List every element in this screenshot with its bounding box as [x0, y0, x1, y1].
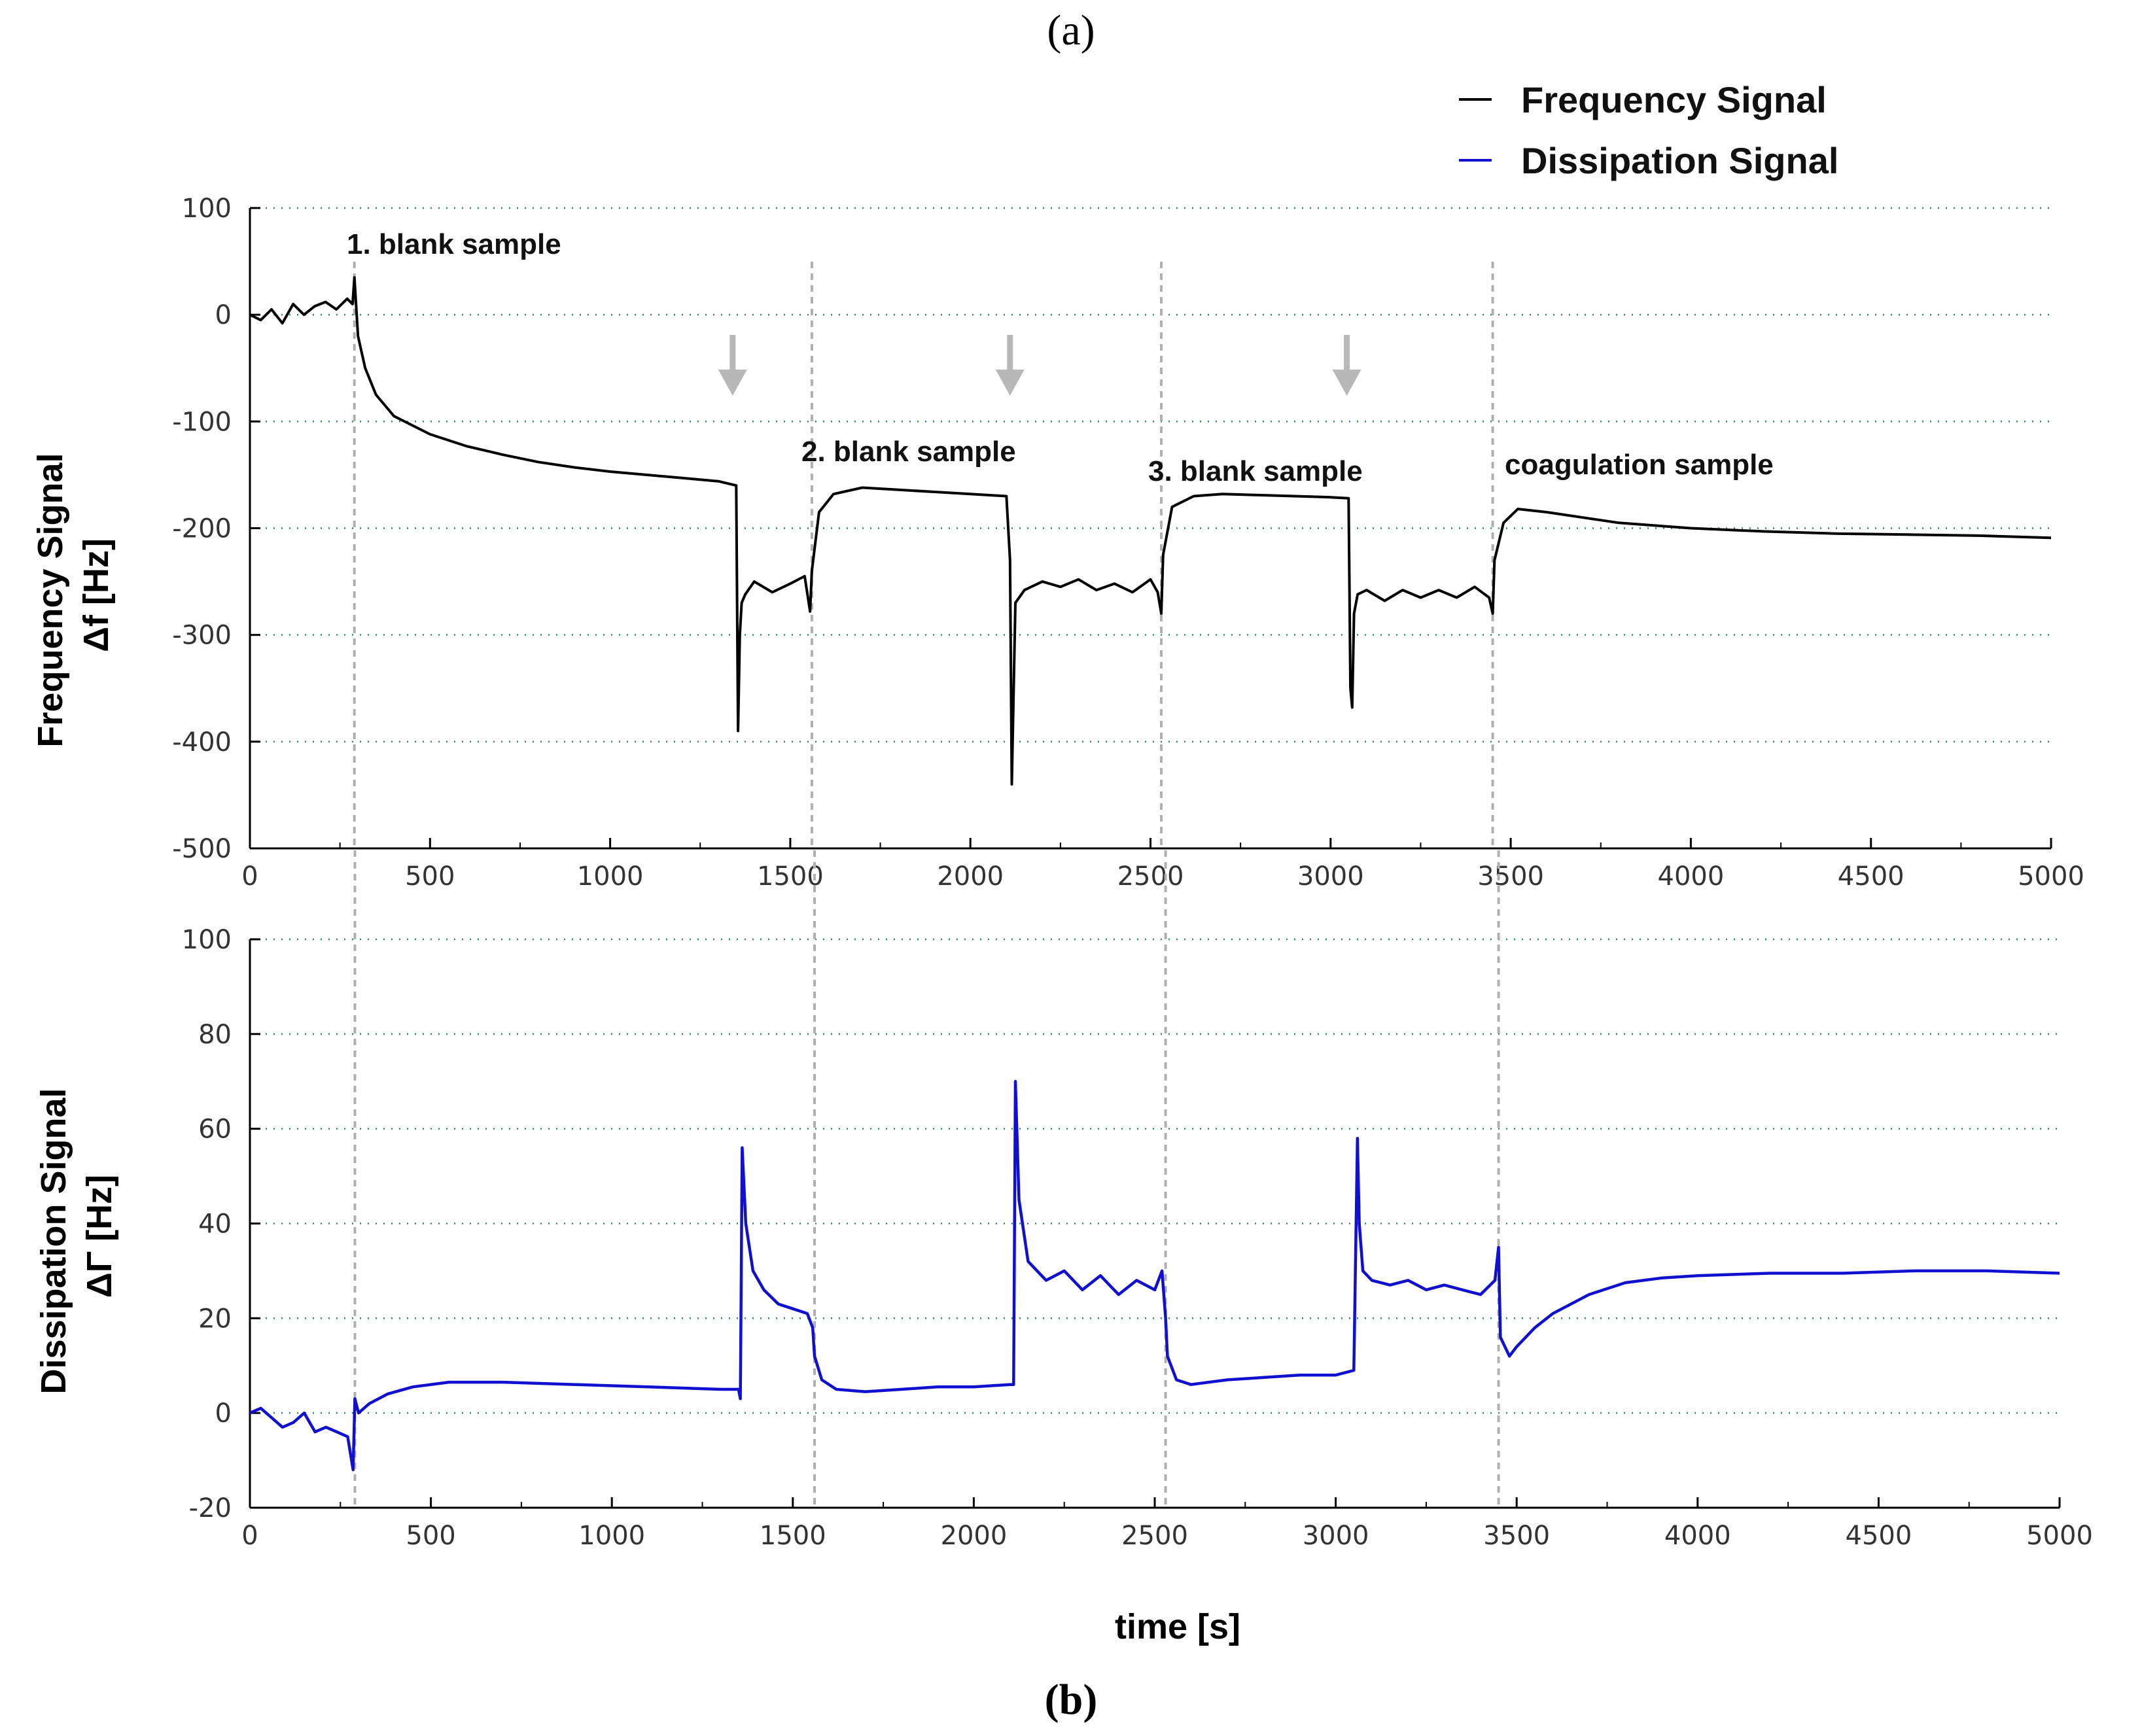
dissipation-x-ticks: 0 500 1000 1500 2000 2500 3000 3500 4000 4500 5000 — [241, 1497, 2093, 1551]
dissipation-y-axis-title-line1: Dissipation Signal — [34, 1088, 73, 1394]
sample-arrows — [718, 335, 1361, 396]
y-tick-label: -20 — [189, 1493, 232, 1523]
x-tick-label: 500 — [405, 861, 455, 892]
y-tick-label: 60 — [198, 1115, 232, 1145]
x-tick-label: 1500 — [760, 1521, 826, 1551]
down-arrow-icon — [718, 335, 747, 396]
x-tick-label: 500 — [406, 1521, 455, 1551]
dissipation-grid — [250, 938, 2060, 1414]
x-tick-label: 4500 — [1838, 861, 1905, 892]
x-tick-label: 5000 — [2026, 1521, 2093, 1551]
x-tick-label: 1500 — [757, 861, 824, 892]
annotation-coagulation-sample: coagulation sample — [1505, 449, 1774, 481]
annotation-blank-sample-1: 1. blank sample — [347, 228, 561, 260]
y-tick-label: 80 — [198, 1020, 232, 1050]
frequency-chart: 0 500 1000 1500 2000 2500 3000 3500 4000 4500 5000… — [31, 194, 2084, 892]
y-tick-label: -500 — [172, 834, 232, 864]
y-tick-label: 20 — [198, 1304, 232, 1334]
y-tick-label: -300 — [172, 621, 232, 651]
x-tick-label: 2500 — [1121, 1521, 1188, 1551]
y-tick-label: -200 — [172, 514, 232, 544]
down-arrow-head — [995, 370, 1025, 396]
x-tick-label: 3000 — [1297, 861, 1364, 892]
down-arrow-icon — [1332, 335, 1361, 396]
legend-label-dissipation: Dissipation Signal — [1521, 140, 1838, 181]
frequency-x-ticks: 0 500 1000 1500 2000 2500 3000 3500 4000 4500 5000 — [241, 838, 2084, 892]
frequency-y-axis-title: Frequency Signal Δf [Hz] — [31, 443, 116, 747]
x-tick-label: 4000 — [1664, 1521, 1731, 1551]
x-tick-label: 2000 — [937, 861, 1004, 892]
frequency-y-axis-title-line1: Frequency Signal — [31, 453, 70, 747]
frequency-signal-line — [249, 276, 2052, 786]
dissipation-y-ticks: 100 80 60 40 20 0 -20 — [182, 925, 260, 1523]
x-tick-label: 1000 — [578, 1521, 645, 1551]
y-tick-label: -100 — [172, 407, 232, 437]
time-x-axis-title: time [s] — [1115, 1607, 1240, 1646]
dissipation-series — [249, 1080, 2060, 1472]
x-tick-label: 2000 — [941, 1521, 1008, 1551]
annotation-blank-sample-2: 2. blank sample — [801, 436, 1016, 468]
legend-label-frequency: Frequency Signal — [1521, 79, 1827, 120]
y-tick-label: -400 — [172, 727, 232, 757]
y-tick-label: 100 — [182, 925, 232, 955]
y-tick-label: 0 — [215, 1398, 232, 1429]
legend: Frequency Signal Dissipation Signal — [1459, 79, 1838, 181]
x-tick-label: 3500 — [1477, 861, 1544, 892]
x-tick-label: 4000 — [1658, 861, 1725, 892]
x-tick-label: 3500 — [1483, 1521, 1550, 1551]
y-tick-label: 100 — [182, 194, 232, 224]
dissipation-signal-line — [249, 1080, 2060, 1472]
dissipation-chart: 0 500 1000 1500 2000 2500 3000 3500 4000 4500 5000… — [34, 850, 2093, 1646]
down-arrow-icon — [995, 335, 1025, 396]
panel-label-b: (b) — [1045, 1676, 1098, 1724]
x-tick-label: 0 — [241, 861, 258, 892]
x-tick-label: 1000 — [577, 861, 644, 892]
frequency-series — [249, 276, 2052, 786]
frequency-y-ticks: 100 0 -100 -200 -300 -400 -500 — [172, 194, 260, 864]
panel-label-b-letter: b — [1059, 1676, 1083, 1724]
dissipation-event-lines — [353, 850, 1500, 1510]
x-tick-label: 0 — [241, 1521, 258, 1551]
x-tick-label: 3000 — [1303, 1521, 1369, 1551]
panel-label-a-letter: a — [1061, 7, 1080, 54]
frequency-y-axis-title-line2: Δf [Hz] — [77, 538, 116, 652]
frequency-event-lines — [353, 262, 1494, 850]
x-tick-label: 2500 — [1117, 861, 1184, 892]
panel-label-a: (a) — [1047, 7, 1095, 54]
down-arrow-head — [718, 370, 747, 396]
y-tick-label: 0 — [215, 300, 232, 330]
x-tick-label: 5000 — [2018, 861, 2084, 892]
annotation-blank-sample-3: 3. blank sample — [1148, 455, 1363, 487]
x-tick-label: 4500 — [1846, 1521, 1912, 1551]
down-arrow-head — [1332, 370, 1361, 396]
dissipation-axes — [249, 939, 2060, 1509]
dissipation-y-axis-title: Dissipation Signal ΔΓ [Hz] — [34, 1078, 119, 1394]
dissipation-y-axis-title-line2: ΔΓ [Hz] — [80, 1175, 119, 1298]
y-tick-label: 40 — [198, 1209, 232, 1240]
